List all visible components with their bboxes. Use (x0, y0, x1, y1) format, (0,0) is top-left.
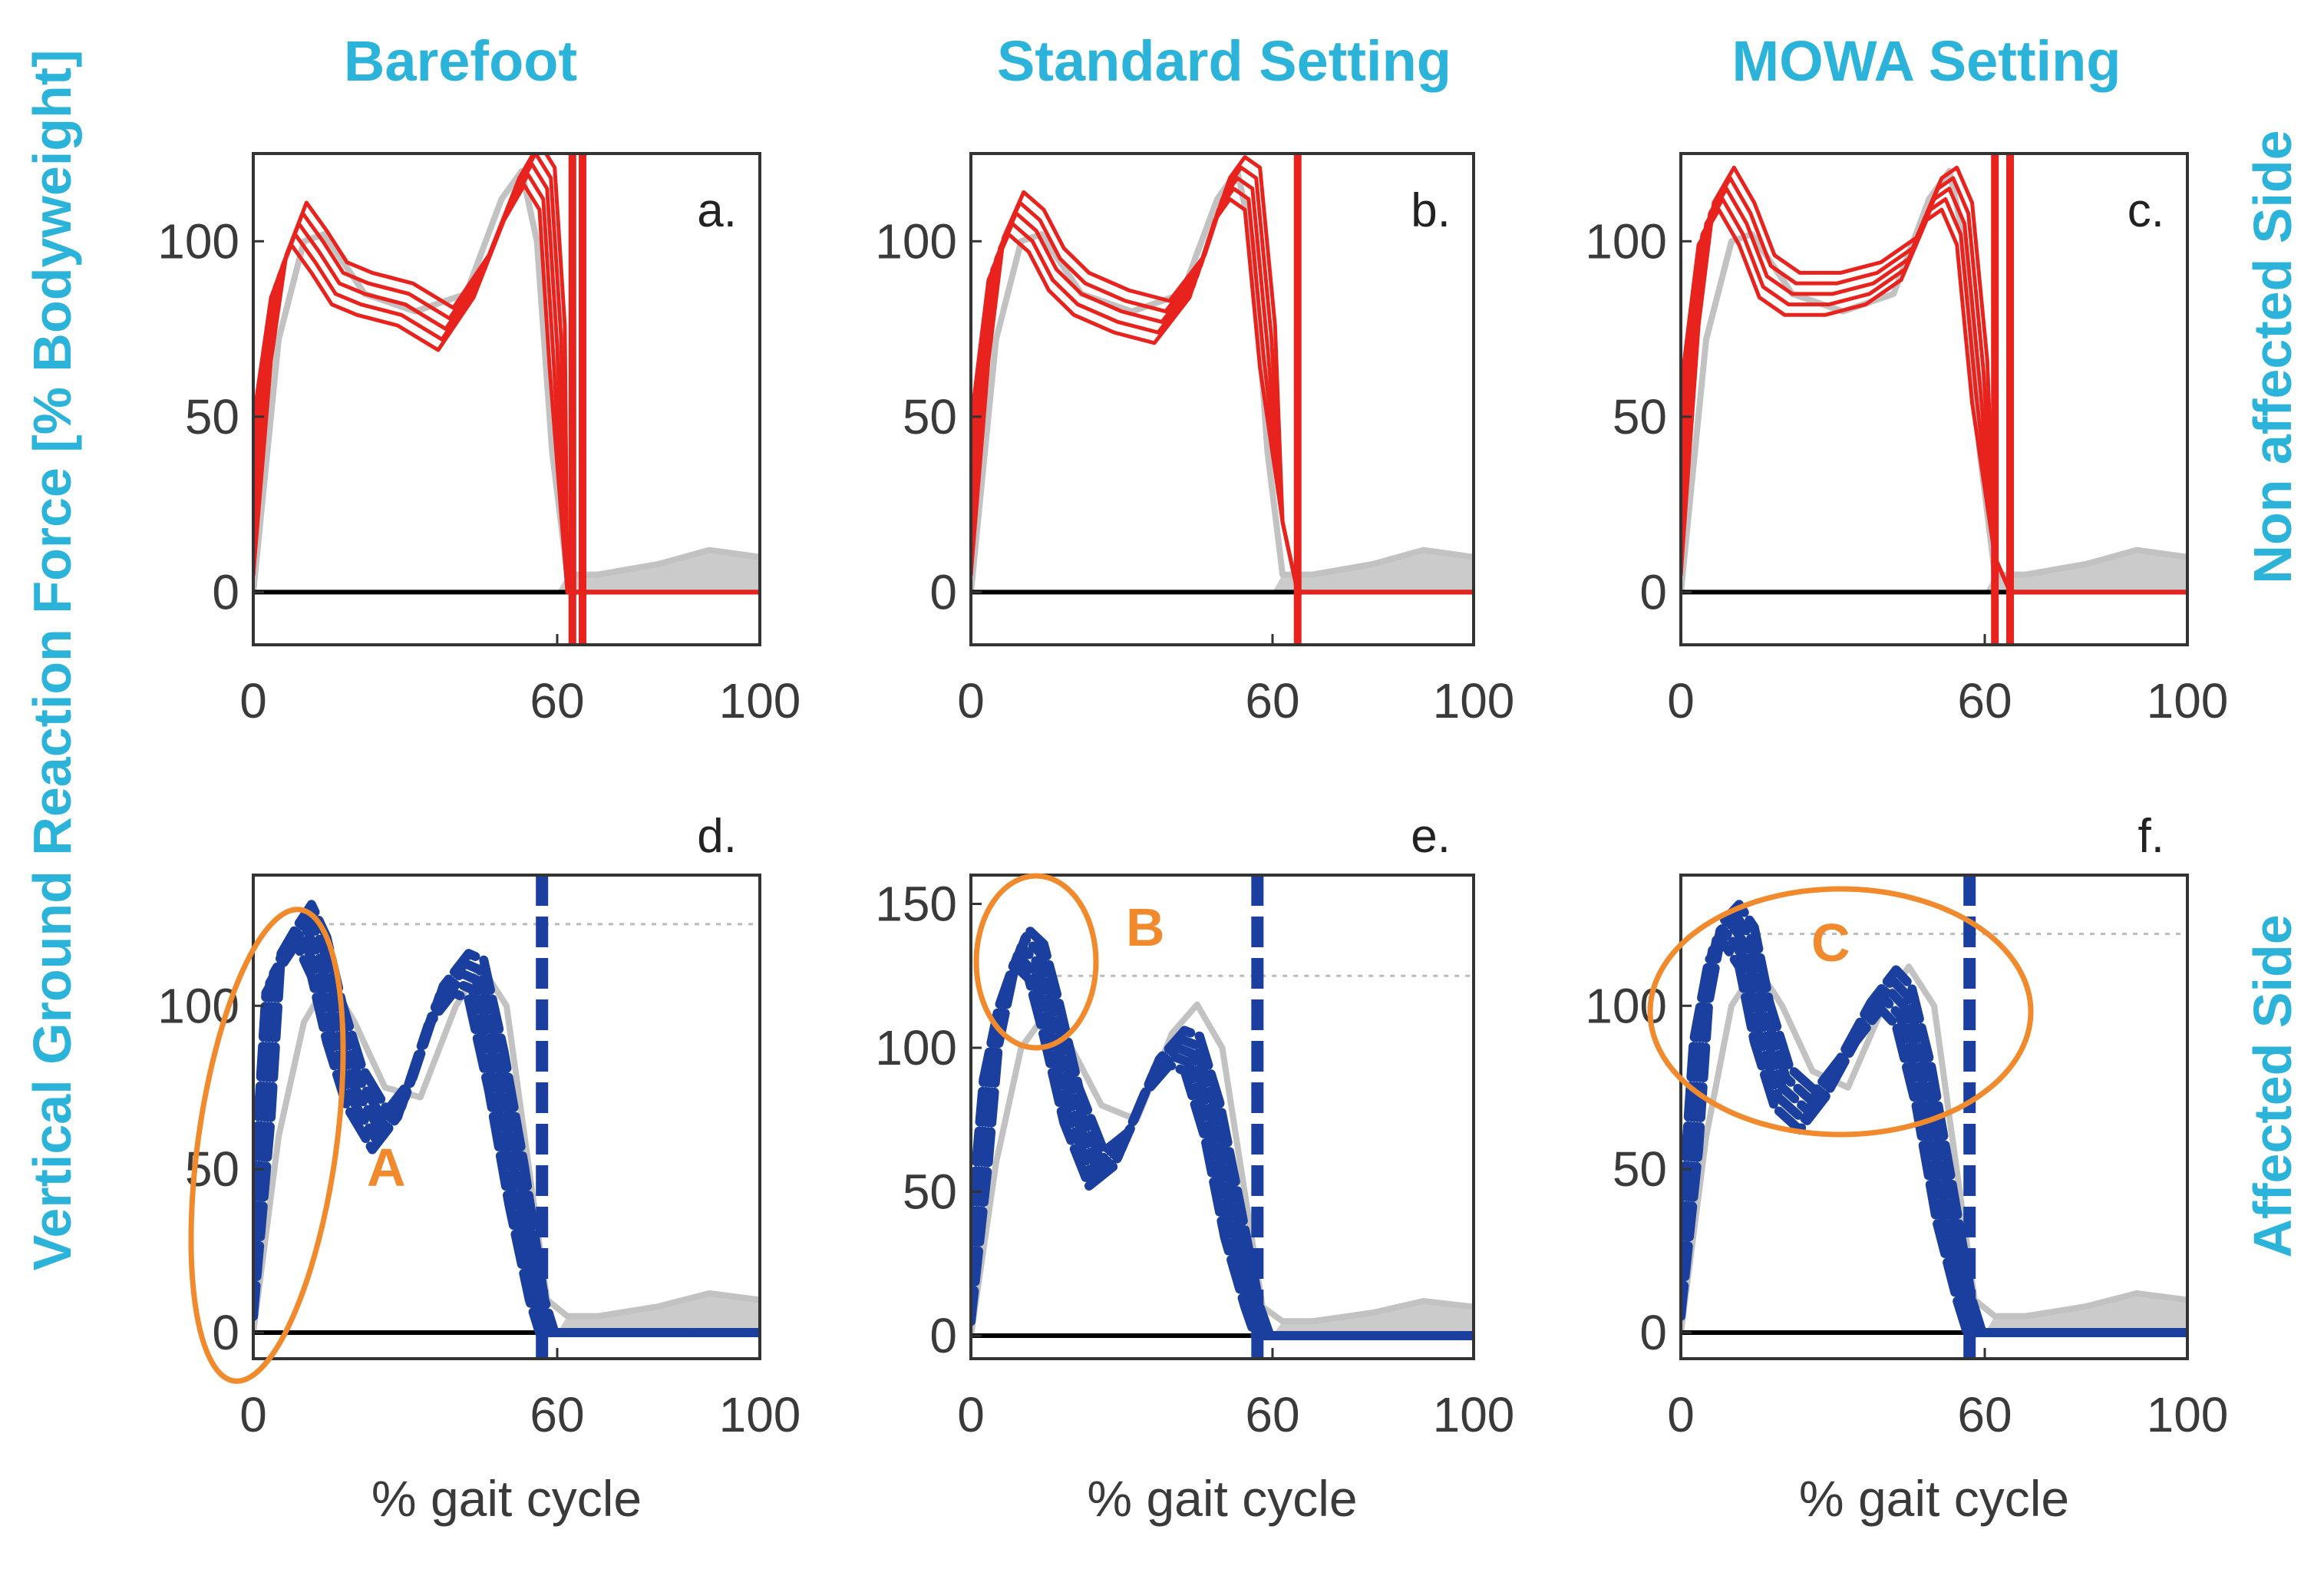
trial-curve-1 (1681, 197, 2187, 594)
trial-curve-0 (971, 197, 1474, 594)
trial-curve-4 (1681, 900, 2187, 1337)
reference-band (557, 550, 760, 593)
plot-area (971, 154, 1474, 645)
panel-letter: e. (1411, 810, 1451, 863)
x-tick-label: 60 (530, 673, 584, 728)
trial-curve-3 (253, 910, 760, 1337)
axes-frame (252, 152, 761, 646)
trial-curve-4 (971, 155, 1474, 594)
y-tick-label: 50 (903, 1164, 957, 1220)
y-tick-label: 0 (929, 564, 957, 619)
plot-area (1681, 154, 2187, 645)
y-tick-label: 150 (875, 877, 957, 932)
y-tick-label: 50 (1613, 1141, 1667, 1197)
panel-a: 0 50 100 0 60 100 a. (157, 152, 801, 728)
axes-frame (252, 874, 761, 1360)
x-tick-label: 100 (1433, 1387, 1515, 1442)
annotation-ellipse (973, 873, 1099, 1051)
row-label-non-affected: Non affected Side (2243, 130, 2303, 583)
y-axis-label: Vertical Ground Reaction Force [% Bodywe… (22, 50, 82, 1271)
axes-frame (969, 152, 1475, 646)
plot-area (971, 875, 1474, 1359)
reference-band (1273, 1301, 1474, 1336)
reference-band (557, 1293, 760, 1333)
annotation-label: B (1126, 897, 1165, 957)
trial-curve-3 (1681, 176, 2187, 594)
x-tick-label: 60 (1957, 673, 2012, 728)
x-tick-label: 60 (1245, 673, 1299, 728)
x-axis-label: % gait cycle (1799, 1470, 2069, 1527)
reference-band (1985, 550, 2187, 593)
x-tick-label: 100 (1433, 673, 1515, 728)
x-axis-label: % gait cycle (371, 1470, 642, 1527)
row-label-affected: Affected Side (2243, 914, 2303, 1257)
x-tick-label: 0 (239, 1387, 267, 1442)
column-title-standard: Standard Setting (997, 29, 1451, 93)
axes-frame (1679, 152, 2189, 646)
annotation-ellipse (1647, 886, 2034, 1138)
axes-frame (1679, 874, 2189, 1360)
x-tick-label: 0 (1667, 673, 1695, 728)
plot-area (253, 154, 760, 645)
trial-curve-3 (971, 165, 1474, 594)
panel-c: 0 50 100 0 60 100 c. (1585, 152, 2229, 728)
y-tick-label: 0 (1639, 1305, 1667, 1360)
y-tick-label: 50 (903, 389, 957, 444)
axes-frame (969, 874, 1475, 1360)
annotation-label: A (367, 1138, 406, 1197)
trial-curve-2 (1681, 187, 2187, 594)
panel-letter: c. (2128, 184, 2164, 237)
y-tick-label: 50 (1613, 389, 1667, 444)
plot-area (1681, 875, 2187, 1359)
column-title-mowa: MOWA Setting (1732, 29, 2121, 93)
reference-curve (253, 167, 760, 593)
reference-band (1985, 1293, 2187, 1333)
panel-letter: a. (697, 184, 737, 237)
x-tick-label: 0 (957, 673, 985, 728)
x-tick-label: 100 (2147, 1387, 2229, 1442)
y-tick-label: 0 (929, 1308, 957, 1363)
trial-curve-2 (253, 162, 760, 594)
x-axis-label: % gait cycle (1087, 1470, 1357, 1527)
x-tick-label: 60 (1957, 1387, 2012, 1442)
trial-curve-4 (971, 925, 1474, 1340)
panel-letter: b. (1411, 184, 1451, 237)
y-tick-label: 100 (157, 213, 239, 269)
x-tick-label: 60 (530, 1387, 584, 1442)
annotation-label: C (1811, 913, 1850, 973)
panel-letter: d. (697, 810, 737, 863)
y-tick-label: 100 (157, 978, 239, 1033)
panel-b: 0 50 100 0 60 100 b. (875, 152, 1515, 728)
y-tick-label: 0 (1639, 564, 1667, 619)
panel-letter: f. (2138, 810, 2164, 863)
y-tick-label: 0 (212, 1305, 239, 1360)
trial-curve-4 (253, 900, 760, 1337)
y-tick-label: 0 (212, 564, 239, 619)
panel-e: 0 50 100 150 0 60 100 e. % gait cycle B (875, 810, 1514, 1527)
reference-band (1273, 550, 1474, 593)
annotation-ellipse (188, 907, 346, 1384)
trial-curve-4 (253, 154, 760, 594)
x-tick-label: 100 (2147, 673, 2229, 728)
y-tick-label: 100 (1585, 213, 1667, 269)
x-tick-label: 60 (1245, 1387, 1299, 1442)
x-tick-label: 0 (1667, 1387, 1695, 1442)
column-title-barefoot: Barefoot (344, 29, 577, 93)
x-tick-label: 100 (719, 673, 801, 728)
x-tick-label: 0 (957, 1387, 985, 1442)
y-tick-label: 50 (185, 389, 239, 444)
x-tick-label: 100 (719, 1387, 801, 1442)
x-tick-label: 0 (239, 673, 267, 728)
trial-curve-4 (1681, 165, 2187, 594)
y-tick-label: 100 (875, 1020, 957, 1075)
plot-area (253, 875, 760, 1359)
y-tick-label: 100 (875, 213, 957, 269)
